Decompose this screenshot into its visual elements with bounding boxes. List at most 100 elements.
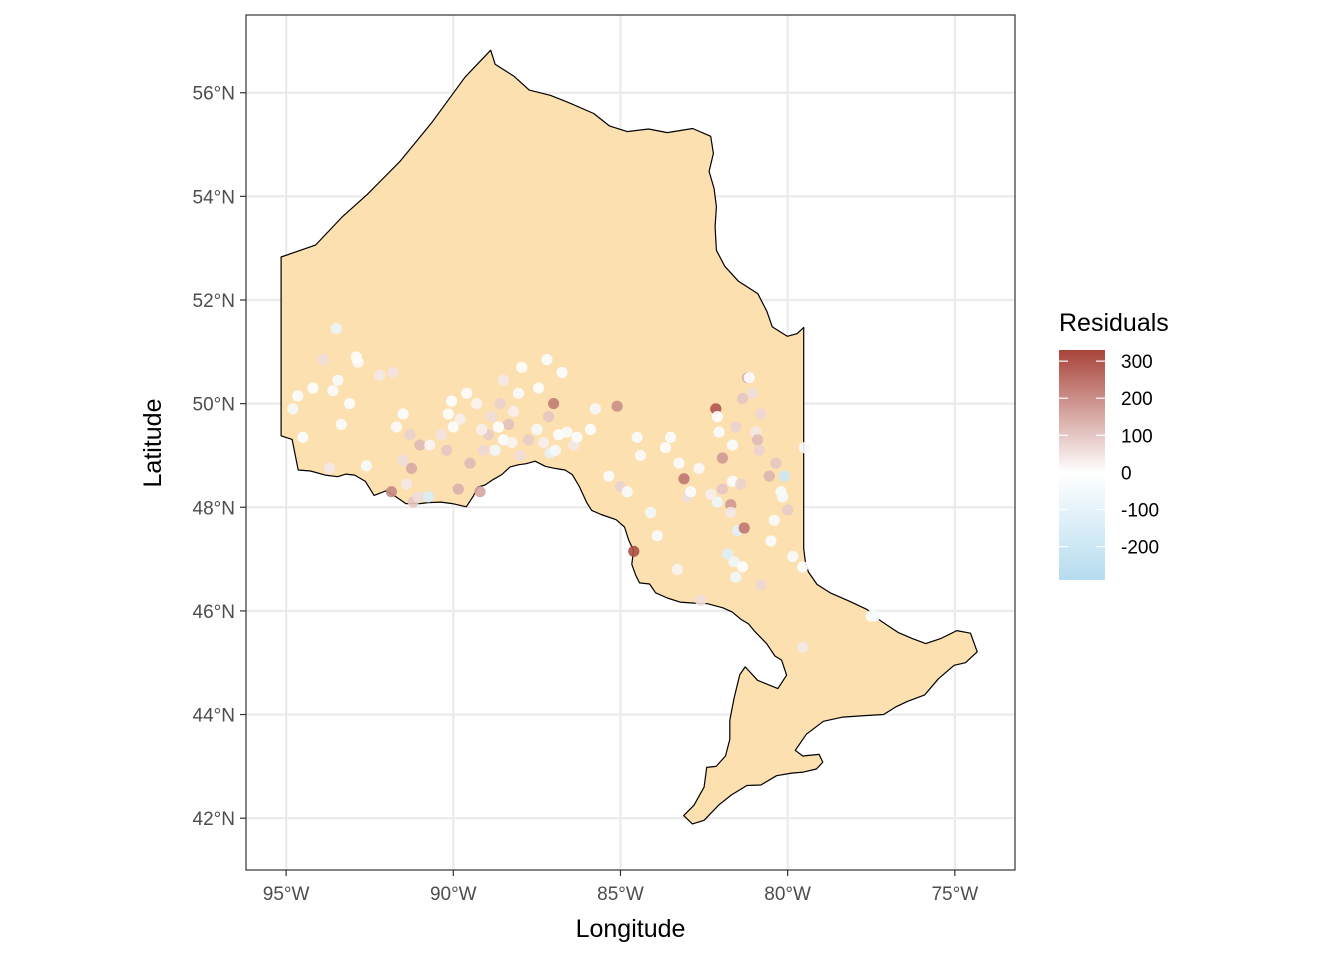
residual-point <box>400 478 413 490</box>
residual-point <box>471 398 483 410</box>
residual-point <box>631 431 643 443</box>
x-axis: 95°W 90°W 85°W 80°W 75°W <box>263 870 978 905</box>
x-tick-label: 95°W <box>263 884 310 905</box>
residual-point <box>507 405 520 417</box>
residual-point <box>728 556 740 568</box>
residual-point <box>405 462 418 474</box>
residual-point <box>711 411 724 423</box>
residual-point <box>514 449 526 462</box>
residual-point <box>673 457 685 469</box>
panel-border <box>245 14 1016 871</box>
residual-point <box>711 496 724 508</box>
residual-point <box>725 499 737 511</box>
residual-point <box>424 439 436 451</box>
residual-point <box>755 408 767 420</box>
residual-point <box>770 457 782 469</box>
residual-point <box>603 470 615 482</box>
residual-point <box>538 436 550 449</box>
residual-point <box>531 423 543 436</box>
residual-point <box>695 594 707 607</box>
residual-point <box>494 398 506 410</box>
residual-point <box>736 392 749 405</box>
legend-tick-label: 100 <box>1121 426 1153 447</box>
residual-point <box>541 354 553 366</box>
residual-point <box>584 423 597 436</box>
residual-point <box>522 434 535 446</box>
residual-point <box>452 483 464 495</box>
x-tick-label: 90°W <box>430 884 477 905</box>
residual-point <box>787 550 799 563</box>
residual-point <box>775 486 787 498</box>
legend-tick-label: -100 <box>1121 501 1159 522</box>
residual-point <box>543 411 555 423</box>
residual-point <box>798 442 811 454</box>
residual-point <box>506 436 518 449</box>
y-tick-label: 48°N <box>193 498 235 519</box>
x-tick-label: 80°W <box>764 884 811 905</box>
residual-point <box>589 403 602 415</box>
residual-point <box>548 398 560 410</box>
residual-point <box>330 322 342 335</box>
residual-point <box>738 522 750 534</box>
y-tick-label: 54°N <box>193 187 235 208</box>
residual-point <box>782 504 794 516</box>
residual-point <box>755 579 767 591</box>
x-tick-label: 85°W <box>597 884 644 905</box>
residual-point <box>476 423 488 436</box>
residual-point <box>746 387 759 399</box>
residual-point <box>797 641 809 653</box>
residual-point <box>497 434 509 446</box>
residual-point <box>387 366 399 379</box>
ontario-landmass <box>280 49 978 825</box>
residual-point <box>671 563 683 576</box>
y-tick-label: 42°N <box>193 809 235 830</box>
y-tick-label: 46°N <box>193 602 235 623</box>
residual-point <box>327 385 339 397</box>
residual-point <box>556 366 568 379</box>
y-tick-label: 44°N <box>193 706 235 727</box>
residual-point <box>317 354 329 366</box>
residual-point <box>533 382 545 394</box>
residual-point <box>621 486 633 498</box>
residual-point <box>297 431 309 443</box>
legend-tick-label: -200 <box>1121 538 1159 559</box>
y-tick-label: 56°N <box>193 84 235 105</box>
x-axis-title: Longitude <box>576 915 686 943</box>
residual-point <box>713 426 725 438</box>
legend-tick-label: 200 <box>1121 389 1153 410</box>
residual-point <box>660 442 672 454</box>
residual-point <box>571 431 583 443</box>
residual-point <box>611 400 623 412</box>
residual-point <box>716 483 729 495</box>
residual-point <box>645 506 657 519</box>
legend-tick-label: 0 <box>1121 463 1132 484</box>
residual-point <box>725 506 737 519</box>
y-tick-label: 50°N <box>193 395 235 416</box>
residual-point <box>634 449 647 462</box>
residual-points <box>287 322 881 653</box>
residual-point <box>492 421 504 433</box>
residual-point <box>705 488 717 500</box>
residual-point <box>461 387 473 399</box>
residual-point <box>436 429 448 441</box>
residual-point <box>693 462 705 474</box>
residual-point <box>397 455 409 467</box>
residual-point <box>397 408 409 420</box>
residual-point <box>422 491 434 503</box>
residual-point <box>553 429 565 441</box>
legend-title: Residuals <box>1059 309 1169 337</box>
residual-point <box>454 413 466 425</box>
residual-point <box>765 535 777 547</box>
residual-point <box>730 571 742 583</box>
residual-point <box>628 545 640 557</box>
residual-point <box>477 444 489 456</box>
residual-point <box>753 444 765 456</box>
residual-point <box>352 356 364 368</box>
x-tick-label: 75°W <box>931 884 978 905</box>
residual-point <box>752 434 764 446</box>
residual-point <box>489 444 501 456</box>
residual-point <box>442 408 454 420</box>
residual-point <box>441 444 453 456</box>
residual-point <box>721 548 734 560</box>
